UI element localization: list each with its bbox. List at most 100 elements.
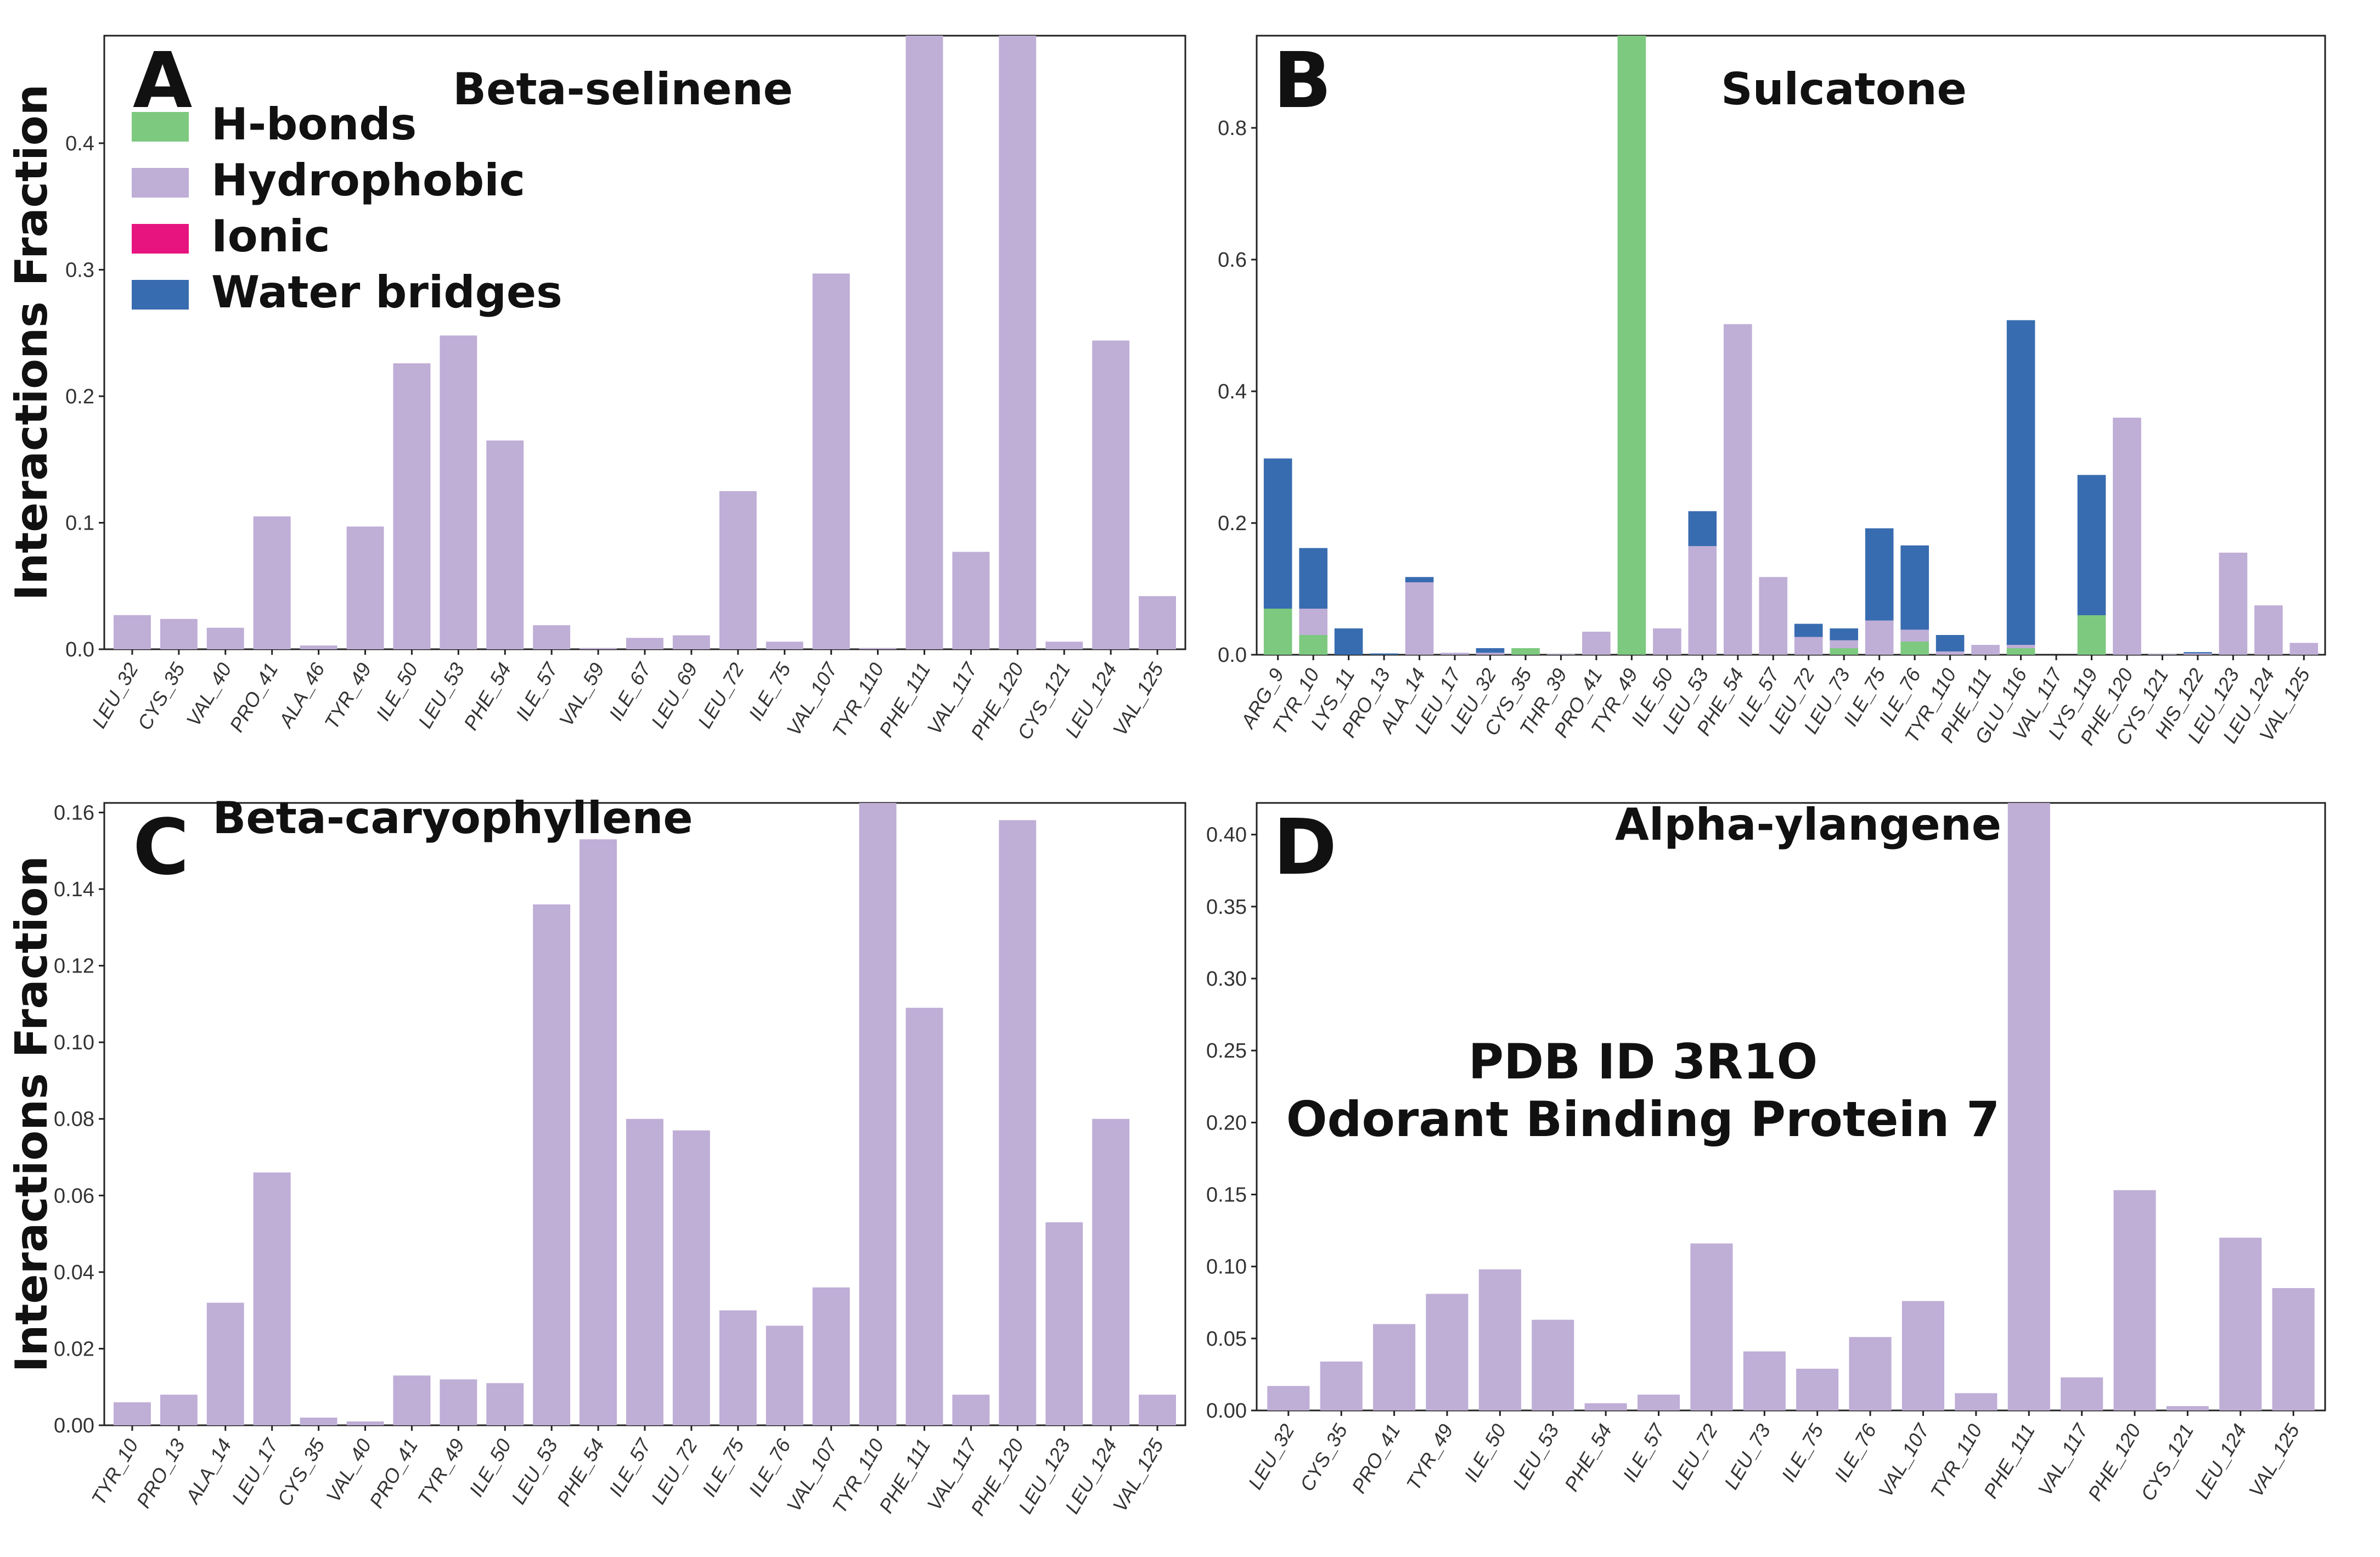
panel-b-bar-h_bonds-tyr_10 xyxy=(1299,635,1327,655)
panel-c-letter: C xyxy=(133,803,189,892)
legend-label-hydrophobic: Hydrophobic xyxy=(211,155,525,206)
panel-a-bar-hydrophobic-pro_41 xyxy=(253,516,291,649)
panel-c-bar-hydrophobic-phe_54 xyxy=(579,839,617,1425)
panel-c-title: Beta-caryophyllene xyxy=(212,792,693,844)
panel-b-bar-hydrophobic-leu_17 xyxy=(1441,653,1469,655)
panel-b-bar-water_bridges-leu_73 xyxy=(1830,628,1858,640)
panel-b-bar-water_bridges-lys_11 xyxy=(1334,628,1363,655)
panel-b-bar-hydrophobic-leu_53 xyxy=(1688,546,1717,655)
legend-label-ionic: Ionic xyxy=(211,211,330,262)
panel-a-bar-hydrophobic-tyr_110 xyxy=(859,648,897,649)
panel-d-ytick-label: 0.05 xyxy=(1206,1328,1247,1351)
panel-b-bar-hydrophobic-leu_123 xyxy=(2219,553,2248,655)
panel-c-ytick-label: 0.06 xyxy=(54,1184,94,1207)
panel-b-bar-hydrophobic-thr_39 xyxy=(1546,654,1576,655)
panel-c-bar-hydrophobic-phe_111 xyxy=(905,1008,943,1425)
panel-b-bar-water_bridges-glu_116 xyxy=(2006,320,2035,645)
panel-a-xtick-label: LEU_72 xyxy=(693,659,749,732)
panel-b-bar-h_bonds-ile_76 xyxy=(1900,642,1929,655)
panel-a-bar-hydrophobic-ile_50 xyxy=(393,363,431,649)
panel-a-bar-hydrophobic-val_40 xyxy=(206,627,244,649)
panel-b-bar-hydrophobic-phe_111 xyxy=(1971,645,2000,655)
panel-c-bar-hydrophobic-val_107 xyxy=(812,1287,850,1425)
panel-d-bar-hydrophobic-pro_41 xyxy=(1373,1324,1416,1410)
panel-a-x-axis: LEU_32CYS_35VAL_40PRO_41ALA_46TYR_49ILE_… xyxy=(87,649,1168,743)
panel-d-xtick-label: ILE_75 xyxy=(1777,1420,1828,1486)
panel-b-bar-water_bridges-lys_119 xyxy=(2077,475,2106,615)
panel-c-bar-hydrophobic-cys_35 xyxy=(300,1418,337,1425)
panel-b-bar-hydrophobic-phe_54 xyxy=(1724,324,1752,655)
panel-c-bar-hydrophobic-phe_120 xyxy=(999,820,1037,1425)
panel-d-xtick-label: ILE_57 xyxy=(1618,1419,1670,1486)
panel-c-ytick-label: 0.02 xyxy=(54,1337,94,1361)
panel-a-bar-hydrophobic-cys_35 xyxy=(160,619,198,649)
panel-c-ytick-label: 0.12 xyxy=(54,955,94,978)
panel-a-ylabel: Interactions Fraction xyxy=(6,84,57,600)
panel-c-xtick-label: LEU_72 xyxy=(646,1435,702,1508)
panel-d-bars xyxy=(1267,803,2315,1410)
panel-c: 0.00 0.02 0.04 0.06 0.08 0.10 0.12 0.14 0.16 TYR… xyxy=(6,792,1186,1519)
panel-a-bar-hydrophobic-ala_46 xyxy=(300,645,337,649)
panel-b-bar-hydrophobic-pro_41 xyxy=(1582,632,1611,655)
panel-d-xtick-label: VAL_117 xyxy=(2033,1419,2092,1499)
panel-b-bar-hydrophobic-glu_116 xyxy=(2006,645,2035,648)
panel-d-ytick-label: 0.35 xyxy=(1206,896,1247,919)
panel-c-bar-hydrophobic-leu_53 xyxy=(533,904,571,1425)
panel-d-bar-hydrophobic-leu_73 xyxy=(1743,1351,1786,1410)
panel-b-bar-hydrophobic-leu_72 xyxy=(1794,637,1823,655)
panel-d-xtick-label: PRO_41 xyxy=(1347,1420,1405,1497)
panel-d-bar-hydrophobic-val_107 xyxy=(1901,1301,1944,1410)
panel-a: 0.0 0.1 0.2 0.3 0.4 LEU_32CYS_35VAL_40PRO_41… xyxy=(6,35,1186,743)
panel-c-bar-hydrophobic-tyr_110 xyxy=(859,803,897,1425)
panel-d-xtick-label: LEU_72 xyxy=(1667,1420,1722,1493)
panel-a-bar-hydrophobic-val_107 xyxy=(812,273,850,649)
panel-b-bar-water_bridges-pro_13 xyxy=(1370,653,1398,655)
panel-b-ytick-label: 0.8 xyxy=(1218,117,1247,140)
panel-a-xtick-label: ILE_57 xyxy=(511,658,563,724)
panel-a-y-axis: 0.0 0.1 0.2 0.3 0.4 xyxy=(65,132,104,661)
panel-d-bar-hydrophobic-phe_120 xyxy=(2113,1190,2156,1410)
protein-name-annotation: Odorant Binding Protein 7 xyxy=(1286,1091,2000,1148)
panel-d-bar-hydrophobic-cys_121 xyxy=(2166,1406,2209,1410)
panel-b-plot-frame xyxy=(1256,35,2326,656)
panel-b-ytick-label: 0.0 xyxy=(1218,644,1247,667)
panel-d-xtick-label: ILE_76 xyxy=(1830,1420,1881,1486)
panel-c-bar-hydrophobic-val_40 xyxy=(346,1421,384,1425)
panel-b-ytick-label: 0.4 xyxy=(1218,380,1247,403)
panel-b-bar-hydrophobic-cys_121 xyxy=(2148,654,2177,655)
panel-d-ytick-label: 0.30 xyxy=(1206,968,1247,991)
panel-d-bar-hydrophobic-phe_54 xyxy=(1584,1403,1627,1410)
panel-d-bar-hydrophobic-val_117 xyxy=(2061,1377,2103,1410)
panel-c-bar-hydrophobic-leu_72 xyxy=(672,1130,710,1425)
panel-b-bar-hydrophobic-tyr_110 xyxy=(1935,651,1965,655)
panel-d-xtick-label: PHE_120 xyxy=(2083,1420,2145,1505)
panel-b-letter: B xyxy=(1273,36,1332,126)
panel-a-xtick-label: ILE_75 xyxy=(744,659,795,724)
panel-a-title: Beta-selinene xyxy=(453,64,793,115)
panel-b-bar-hydrophobic-tyr_10 xyxy=(1299,609,1327,635)
panel-b-x-axis: ARG_9TYR_10LYS_11PRO_13ALA_14LEU_17LEU_3… xyxy=(1236,655,2315,749)
panel-b-bar-h_bonds-tyr_49 xyxy=(1617,36,1646,655)
panel-b-title: Sulcatone xyxy=(1721,64,1967,115)
panel-d-bar-hydrophobic-tyr_110 xyxy=(1955,1393,1998,1410)
panel-c-ytick-label: 0.14 xyxy=(54,878,94,901)
panel-a-xtick-label: ILE_50 xyxy=(372,659,423,724)
panel-b-bar-hydrophobic-ile_75 xyxy=(1865,620,1894,655)
panel-b-bar-hydrophobic-ile_57 xyxy=(1759,577,1788,655)
panel-d-bar-hydrophobic-leu_53 xyxy=(1532,1319,1574,1410)
panel-c-bar-hydrophobic-tyr_10 xyxy=(114,1402,151,1425)
panel-d-bar-hydrophobic-tyr_49 xyxy=(1426,1294,1468,1410)
panel-b-bar-hydrophobic-leu_124 xyxy=(2254,605,2283,655)
panel-b-bar-h_bonds-arg_9 xyxy=(1263,609,1292,655)
panel-c-ytick-label: 0.10 xyxy=(54,1031,94,1054)
panel-d-ytick-label: 0.20 xyxy=(1206,1111,1247,1134)
panel-c-bars xyxy=(114,803,1176,1425)
panel-d-xtick-label: TYR_110 xyxy=(1926,1420,1987,1503)
panel-c-y-axis: 0.00 0.02 0.04 0.06 0.08 0.10 0.12 0.14 0.16 xyxy=(54,801,104,1437)
legend-swatch-ionic xyxy=(132,224,189,254)
panel-b-bar-hydrophobic-val_125 xyxy=(2289,643,2319,655)
panel-b-bar-water_bridges-tyr_110 xyxy=(1935,635,1965,651)
panel-d-xtick-label: LEU_73 xyxy=(1720,1420,1775,1493)
panel-d-xtick-label: PHE_54 xyxy=(1560,1420,1617,1496)
